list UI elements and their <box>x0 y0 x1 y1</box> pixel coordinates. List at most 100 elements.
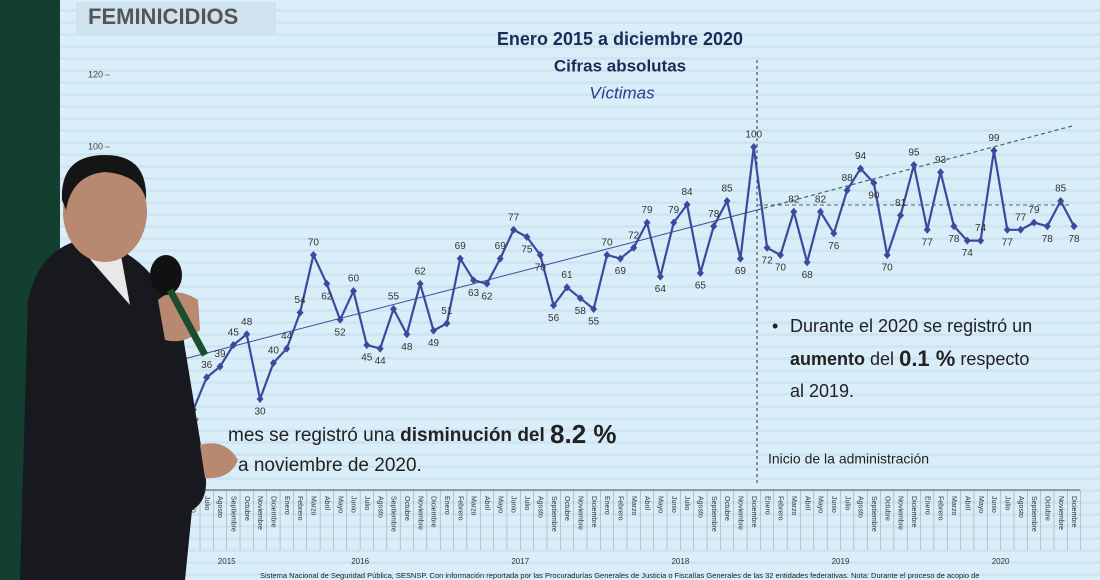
data-label: 79 <box>668 205 680 216</box>
data-label: 88 <box>842 173 854 184</box>
x-tick-label: Febrero <box>616 496 623 521</box>
x-tick-label: Junio <box>670 496 677 513</box>
year-label: 2017 <box>511 557 529 566</box>
data-label: 54 <box>295 295 307 306</box>
data-label: 62 <box>481 291 493 302</box>
note-bold: disminución del <box>400 425 545 446</box>
x-tick-label: Enero <box>603 496 610 515</box>
point <box>897 211 905 220</box>
data-label: 78 <box>708 209 720 220</box>
point <box>256 395 264 403</box>
data-label: 75 <box>521 245 533 256</box>
x-tick-label: Septiembre <box>870 496 877 532</box>
data-label: 64 <box>655 284 667 295</box>
note-text: al 2019. <box>790 381 854 401</box>
x-tick-label: Julio <box>843 496 850 511</box>
data-label: 78 <box>948 234 960 245</box>
data-label: 74 <box>975 223 987 234</box>
x-tick-label: Mayo <box>496 496 503 513</box>
note-text: aumento del 0.1 % respecto <box>790 346 1029 371</box>
point <box>523 233 531 241</box>
x-tick-label: Abril <box>483 496 490 510</box>
x-tick-label: Octubre <box>723 496 730 521</box>
x-tick-label: Agosto <box>697 496 704 518</box>
data-label: 69 <box>615 266 627 277</box>
point <box>923 225 931 234</box>
point <box>389 305 397 313</box>
x-tick-label: Junio <box>510 496 517 513</box>
point <box>843 186 851 195</box>
x-tick-label: Enero <box>923 496 930 515</box>
x-tick-label: Enero <box>443 496 450 515</box>
point <box>309 251 317 259</box>
data-label: 70 <box>882 263 894 274</box>
data-label: 62 <box>321 291 333 302</box>
data-label: 45 <box>228 328 240 339</box>
point <box>470 276 478 285</box>
x-tick-label: Junio <box>830 496 837 513</box>
point <box>283 344 291 353</box>
data-label: 40 <box>268 346 280 357</box>
x-tick-label: Abril <box>803 496 810 510</box>
year-label: 2020 <box>992 557 1010 566</box>
data-label: 61 <box>561 270 573 281</box>
data-label: 51 <box>441 306 453 317</box>
x-tick-label: Marzo <box>950 496 957 516</box>
x-tick-label: Julio <box>1003 496 1010 511</box>
x-tick-label: Septiembre <box>390 496 397 532</box>
chart-subtitle: Cifras absolutas <box>554 56 686 75</box>
x-tick-label: Octubre <box>883 496 890 521</box>
x-tick-label: Agosto <box>376 496 383 518</box>
chart-title: Enero 2015 a diciembre 2020 <box>497 29 743 49</box>
year-label: 2018 <box>671 557 689 566</box>
data-label: 58 <box>575 306 587 317</box>
point <box>990 146 998 155</box>
data-label: 44 <box>281 331 293 342</box>
point <box>670 218 678 227</box>
data-label: 70 <box>775 263 787 274</box>
trend-line <box>179 209 758 361</box>
data-label: 55 <box>388 292 400 303</box>
data-label: 63 <box>468 288 480 299</box>
point <box>296 308 304 317</box>
data-label: 84 <box>681 187 693 198</box>
point <box>696 269 704 277</box>
point <box>803 258 811 267</box>
point <box>430 326 438 335</box>
x-tick-label: Mayo <box>657 496 664 513</box>
point <box>910 161 918 169</box>
year-label: 2015 <box>218 557 236 566</box>
point <box>643 218 651 227</box>
x-tick-label: Noviembre <box>1057 496 1064 530</box>
x-tick-label: Agosto <box>216 496 223 518</box>
data-label: 30 <box>254 407 266 418</box>
data-label: 77 <box>922 237 934 248</box>
data-label: 70 <box>308 238 320 249</box>
point <box>336 315 344 324</box>
data-label: 55 <box>588 317 600 328</box>
note-text: respecto <box>960 349 1029 369</box>
x-tick-label: Julio <box>683 496 690 511</box>
x-tick-label: Septiembre <box>710 496 717 532</box>
data-label: 79 <box>641 205 653 216</box>
data-label: 65 <box>695 281 707 292</box>
note-text: Durante el 2020 se registró un <box>790 316 1032 336</box>
point <box>496 254 504 263</box>
data-label: 85 <box>1055 184 1067 195</box>
x-tick-label: Diciembre <box>590 496 597 528</box>
data-label: 94 <box>855 151 867 162</box>
point <box>723 197 731 205</box>
data-label: 90 <box>868 191 880 202</box>
x-tick-label: Junio <box>990 496 997 513</box>
hair <box>61 155 147 210</box>
note-bold: aumento <box>790 349 865 369</box>
series-line <box>179 146 1075 413</box>
x-tick-label: Noviembre <box>737 496 744 530</box>
data-label: 72 <box>628 230 640 241</box>
point <box>323 279 331 288</box>
x-tick-label: Julio <box>523 496 530 511</box>
data-label: 82 <box>788 194 800 205</box>
x-tick-label: Julio <box>363 496 370 511</box>
